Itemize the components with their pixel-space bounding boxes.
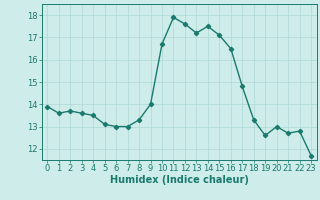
X-axis label: Humidex (Indice chaleur): Humidex (Indice chaleur) — [110, 175, 249, 185]
